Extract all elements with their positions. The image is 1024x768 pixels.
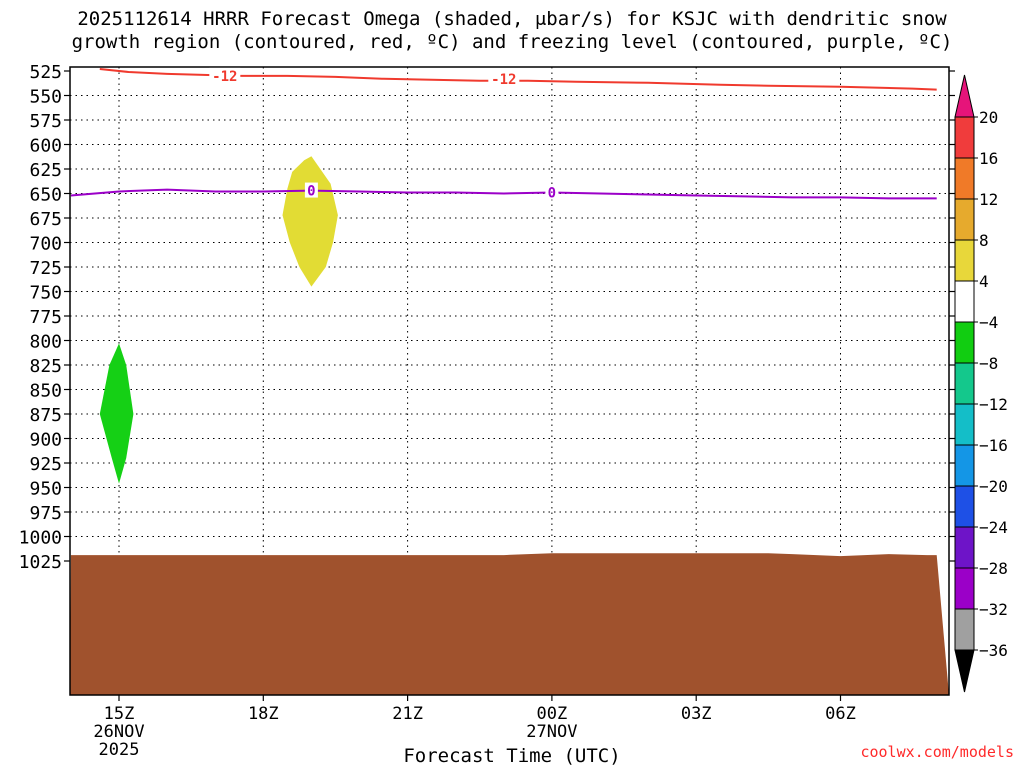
- y-tick-label: 575: [29, 111, 62, 132]
- colorbar-swatch: [954, 198, 975, 241]
- colorbar-label: −8: [979, 354, 998, 373]
- y-tick-label: 750: [29, 283, 62, 304]
- colorbar-label: 12: [979, 190, 998, 209]
- colorbar-label: −28: [979, 559, 1008, 578]
- colorbar-label: 8: [979, 231, 989, 250]
- colorbar-label: −20: [979, 477, 1008, 496]
- contour-label-bg: [545, 184, 559, 200]
- colorbar-swatch: [954, 280, 975, 323]
- y-tick-label: 900: [29, 430, 62, 451]
- colorbar-label: −36: [979, 641, 1008, 660]
- y-tick-label: 675: [29, 209, 62, 230]
- y-tick-label: 725: [29, 258, 62, 279]
- omega-shaded-region: [282, 156, 338, 287]
- colorbar-top-arrow: [954, 74, 975, 118]
- y-tick-label: 700: [29, 234, 62, 255]
- x-tick-date: 26NOV: [93, 722, 144, 742]
- x-tick-label: 15Z: [104, 704, 135, 724]
- y-tick-label: 1025: [19, 552, 62, 573]
- colorbar-bottom-arrow: [954, 649, 975, 693]
- x-tick-label: 03Z: [681, 704, 712, 724]
- colorbar-label: −4: [979, 313, 998, 332]
- terrain-surface: [70, 553, 949, 695]
- colorbar-swatch: [954, 485, 975, 528]
- colorbar: 20 16 12 8 4 −4 −8 −12 −16 −20 −24 −28 −32 −36: [954, 74, 1008, 693]
- colorbar-swatch: [954, 444, 975, 487]
- colorbar-label: −32: [979, 600, 1008, 619]
- x-tick-date: 27NOV: [526, 722, 577, 742]
- y-tick-label: 925: [29, 454, 62, 475]
- y-tick-label: 650: [29, 185, 62, 206]
- y-tick-label: 950: [29, 479, 62, 500]
- colorbar-swatch: [954, 526, 975, 569]
- chart-title-line-2: growth region (contoured, red, ºC) and f…: [71, 31, 953, 53]
- omega-shaded-region: [99, 343, 134, 484]
- colorbar-swatch: [954, 321, 975, 364]
- colorbar-label: 20: [979, 108, 998, 127]
- x-axis-title: Forecast Time (UTC): [403, 745, 621, 767]
- colorbar-swatch: [954, 567, 975, 610]
- contour-label-bg: [209, 67, 241, 83]
- colorbar-label: 16: [979, 149, 998, 168]
- colorbar-label: −12: [979, 395, 1008, 414]
- x-tick-label: 18Z: [248, 704, 279, 724]
- colorbar-label: −16: [979, 436, 1008, 455]
- contour-label-bg: [488, 70, 520, 86]
- y-tick-label: 775: [29, 307, 62, 328]
- colorbar-swatch: [954, 116, 975, 159]
- chart-title-line-1: 2025112614 HRRR Forecast Omega (shaded, …: [77, 8, 947, 30]
- contour-label: -12: [212, 69, 237, 85]
- contour-label: 0: [307, 184, 315, 200]
- colorbar-swatch: [954, 403, 975, 446]
- y-axis: 525 550 575 600 625 650 675 700 725 750 775 800 825 8…: [19, 62, 955, 573]
- watermark: coolwx.com/models: [860, 743, 1014, 761]
- y-tick-label: 875: [29, 405, 62, 426]
- y-tick-label: 800: [29, 332, 62, 353]
- y-tick-label: 625: [29, 160, 62, 181]
- contour-label: 0: [548, 186, 556, 202]
- x-tick-label: 06Z: [825, 704, 856, 724]
- y-tick-label: 600: [29, 136, 62, 157]
- y-tick-label: 1000: [19, 528, 62, 549]
- colorbar-swatch: [954, 608, 975, 651]
- y-tick-label: 825: [29, 356, 62, 377]
- x-tick-label: 21Z: [392, 704, 423, 724]
- y-tick-label: 850: [29, 381, 62, 402]
- colorbar-label: 4: [979, 272, 989, 291]
- contour-line: [70, 188, 937, 200]
- colorbar-label: −24: [979, 518, 1008, 537]
- y-tick-label: 550: [29, 87, 62, 108]
- contour-labels: -12 -12 0 0: [209, 67, 559, 202]
- colorbar-swatch: [954, 157, 975, 200]
- x-tick-year: 2025: [99, 740, 140, 760]
- plot-frame: [69, 66, 950, 696]
- colorbar-swatch: [954, 239, 975, 282]
- x-tick-label: 00Z: [537, 704, 568, 724]
- y-tick-label: 525: [29, 62, 62, 83]
- contour-label-bg: [304, 182, 318, 198]
- colorbar-swatch: [954, 362, 975, 405]
- y-tick-label: 975: [29, 503, 62, 524]
- contour-label: -12: [491, 72, 516, 88]
- plot-layer: [70, 68, 949, 695]
